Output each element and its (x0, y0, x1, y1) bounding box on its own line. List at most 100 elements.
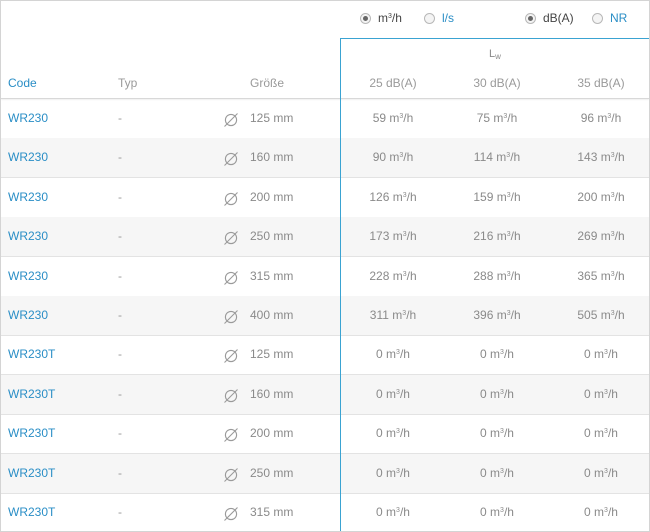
airflow-unit: m3/h (600, 308, 625, 322)
level-radio-label: dB(A) (543, 11, 574, 25)
airflow-unit: m3/h (594, 347, 618, 362)
row-code-link[interactable]: WR230 (8, 308, 49, 322)
row-airflow-value: 173 m3/h (341, 217, 445, 256)
diameter-icon (224, 349, 238, 364)
row-airflow-value: 143 m3/h (549, 138, 649, 177)
row-code-link[interactable]: WR230T (8, 465, 56, 480)
airflow-number: 0 (480, 386, 487, 401)
airflow-unit: m3/h (392, 229, 417, 244)
column-header-30dba[interactable]: 30 dB(A) (473, 76, 521, 90)
airflow-unit: m3/h (600, 150, 625, 165)
airflow-unit: m3/h (597, 111, 622, 125)
radio-circle (525, 12, 536, 24)
airflow-number: 143 (577, 150, 598, 165)
column-header-size[interactable]: Größe (250, 76, 285, 90)
airflow-number: 75 (476, 111, 491, 125)
row-size: 125 mm (250, 347, 294, 362)
airflow-number: 114 (473, 150, 493, 165)
row-code-link[interactable]: WR230 (8, 268, 49, 283)
table-row[interactable]: WR230-125 mm 59 m3/h 75 m3/h 96 m3/h (1, 99, 649, 139)
row-airflow-value: 216 m3/h (445, 217, 549, 256)
table-row[interactable]: WR230T -250 mm 0 m3/h 0 m3/h 0 m3/h (1, 453, 649, 494)
column-header-code[interactable]: Code (8, 76, 37, 90)
unit-toolbar: m3/h l/s dB(A) NR (1, 1, 649, 37)
row-airflow-value: 0 m3/h (549, 493, 649, 531)
diameter-icon (224, 113, 238, 127)
diameter-icon (224, 428, 238, 443)
airflow-number: 126 (369, 189, 390, 204)
airflow-unit: m3/h (386, 505, 410, 519)
airflow-unit: m3/h (496, 308, 521, 322)
airflow-number: 396 (473, 308, 494, 322)
airflow-unit: m3/h (490, 505, 514, 519)
diameter-icon (224, 191, 238, 206)
airflow-unit: m3/h (490, 426, 514, 441)
table-row[interactable]: WR230T -315 mm 0 m3/h 0 m3/h 0 m3/h (1, 493, 649, 531)
row-airflow-value: 114 m3/h (445, 138, 549, 177)
airflow-unit: m3/h (600, 189, 625, 204)
row-airflow-value: 0 m3/h (341, 493, 445, 531)
row-airflow-value: 126 m3/h (341, 178, 445, 217)
row-airflow-value: 0 m3/h (445, 454, 549, 493)
row-code-link[interactable]: WR230T (8, 426, 56, 441)
unit-radio-m3h[interactable]: m3/h (360, 10, 402, 26)
diameter-icon (224, 270, 238, 285)
unit-radio-label: l/s (442, 11, 454, 25)
row-size: 200 mm (250, 189, 294, 204)
airflow-unit: m3/h (386, 347, 410, 362)
row-size: 200 mm (250, 426, 294, 441)
row-code-link[interactable]: WR230T (8, 347, 56, 362)
row-typ: - (118, 465, 122, 480)
column-header-35dba[interactable]: 35 dB(A) (577, 76, 625, 90)
row-code-link[interactable]: WR230 (8, 229, 49, 244)
table-row[interactable]: WR230-160 mm 90 m3/h 114 m3/h 143 m3/h (1, 138, 649, 179)
level-radio-dba[interactable]: dB(A) (525, 10, 574, 26)
table-row[interactable]: WR230T -160 mm 0 m3/h 0 m3/h 0 m3/h (1, 374, 649, 415)
sound-power-group-header: Lw (489, 48, 501, 61)
column-header-25dba[interactable]: 25 dB(A) (369, 76, 417, 90)
row-code-link[interactable]: WR230 (8, 111, 49, 125)
table-row[interactable]: WR230T -200 mm 0 m3/h 0 m3/h 0 m3/h (1, 414, 649, 455)
row-airflow-value: 90 m3/h (341, 138, 445, 177)
airflow-number: 0 (480, 505, 487, 519)
row-typ: - (118, 386, 122, 401)
table-row[interactable]: WR230T -125 mm 0 m3/h 0 m3/h 0 m3/h (1, 335, 649, 376)
diameter-icon (224, 152, 238, 167)
airflow-number: 0 (376, 386, 383, 401)
column-header-typ[interactable]: Typ (118, 76, 138, 90)
airflow-unit: m3/h (386, 386, 410, 401)
airflow-number: 90 (372, 150, 387, 165)
row-code-link[interactable]: WR230T (8, 505, 56, 519)
row-size: 400 mm (250, 308, 294, 322)
row-code-link[interactable]: WR230 (8, 189, 49, 204)
row-airflow-value: 0 m3/h (341, 335, 445, 374)
row-code-link[interactable]: WR230T (8, 386, 56, 401)
airflow-number: 505 (577, 308, 598, 322)
row-airflow-value: 59 m3/h (341, 99, 445, 138)
table-row[interactable]: WR230-400 mm 311 m3/h 396 m3/h 505 m3/h (1, 296, 649, 336)
row-airflow-value: 365 m3/h (549, 257, 649, 296)
airflow-unit: m3/h (594, 426, 618, 441)
row-airflow-value: 269 m3/h (549, 217, 649, 256)
airflow-unit: m3/h (386, 465, 410, 480)
airflow-number: 0 (376, 505, 383, 519)
diameter-icon (224, 388, 238, 403)
table-row[interactable]: WR230-250 mm 173 m3/h 216 m3/h 269 m3/h (1, 217, 649, 258)
airflow-unit: m3/h (386, 426, 410, 441)
row-airflow-value: 396 m3/h (445, 296, 549, 335)
airflow-unit: m3/h (392, 308, 417, 322)
row-code-link[interactable]: WR230 (8, 150, 49, 165)
airflow-unit: m3/h (389, 150, 414, 165)
table-row[interactable]: WR230-200 mm 126 m3/h 159 m3/h 200 m3/h (1, 178, 649, 218)
level-radio-nr[interactable]: NR (592, 10, 627, 26)
airflow-unit: m3/h (594, 505, 618, 519)
table-row[interactable]: WR230-315 mm 228 m3/h 288 m3/h 365 m3/h (1, 257, 649, 297)
airflow-number: 228 (369, 268, 390, 283)
airflow-number: 0 (376, 347, 383, 362)
unit-radio-label: m3/h (378, 11, 402, 25)
unit-radio-ls[interactable]: l/s (424, 10, 454, 26)
airflow-number: 0 (376, 465, 383, 480)
airflow-unit: m3/h (496, 189, 521, 204)
airflow-unit: m3/h (490, 347, 514, 362)
diameter-icon (224, 507, 238, 521)
